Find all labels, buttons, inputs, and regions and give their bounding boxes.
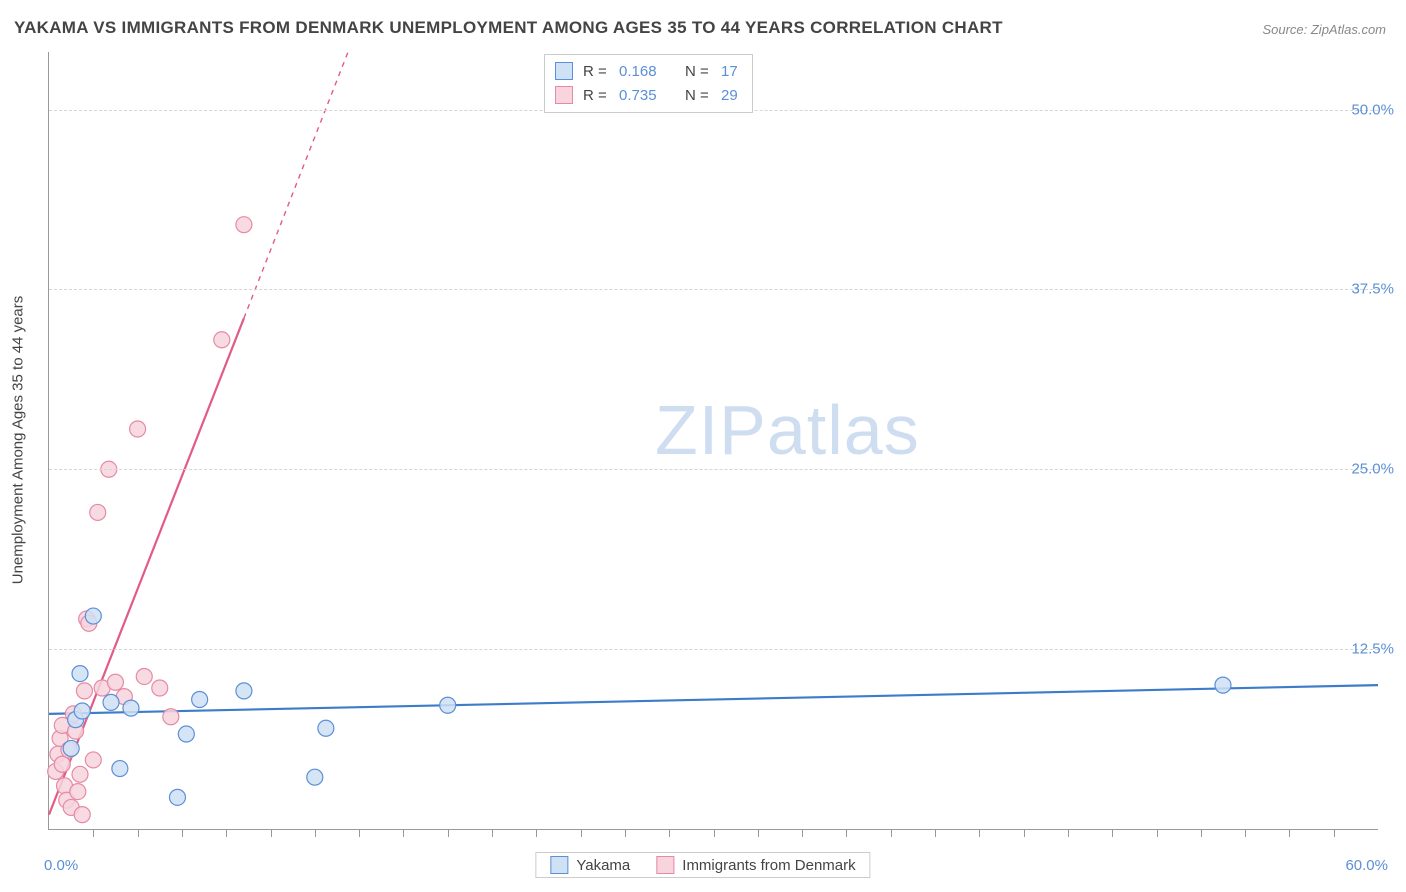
x-tick <box>979 829 980 837</box>
x-tick <box>93 829 94 837</box>
x-tick <box>271 829 272 837</box>
stat-n-label-a: N = <box>685 63 711 80</box>
x-tick <box>226 829 227 837</box>
x-tick <box>1157 829 1158 837</box>
y-tick-label: 12.5% <box>1351 641 1394 658</box>
y-tick-label: 25.0% <box>1351 461 1394 478</box>
stat-r-label-a: R = <box>583 63 609 80</box>
x-tick <box>492 829 493 837</box>
x-tick <box>625 829 626 837</box>
x-tick <box>536 829 537 837</box>
x-tick <box>846 829 847 837</box>
legend-swatch-a <box>550 856 568 874</box>
x-tick <box>1245 829 1246 837</box>
y-tick-label: 50.0% <box>1351 101 1394 118</box>
x-tick <box>758 829 759 837</box>
stat-n-label-b: N = <box>685 87 711 104</box>
gridline-h <box>49 289 1378 290</box>
x-tick <box>581 829 582 837</box>
stat-n-value-b: 29 <box>721 87 738 104</box>
legend-item-a: Yakama <box>550 856 630 874</box>
x-tick <box>315 829 316 837</box>
swatch-a <box>555 62 573 80</box>
legend-item-b: Immigrants from Denmark <box>656 856 855 874</box>
x-tick <box>1334 829 1335 837</box>
x-tick <box>891 829 892 837</box>
x-axis-start-label: 0.0% <box>44 857 78 874</box>
y-tick-label: 37.5% <box>1351 281 1394 298</box>
x-tick <box>1068 829 1069 837</box>
x-tick <box>182 829 183 837</box>
gridline-h <box>49 469 1378 470</box>
x-tick <box>448 829 449 837</box>
x-tick <box>138 829 139 837</box>
x-tick <box>359 829 360 837</box>
x-tick <box>1201 829 1202 837</box>
x-tick <box>802 829 803 837</box>
gridline-h <box>49 649 1378 650</box>
stat-r-value-a: 0.168 <box>619 63 675 80</box>
stats-legend-box: R = 0.168 N = 17 R = 0.735 N = 29 <box>544 54 753 113</box>
chart-svg <box>49 52 1378 829</box>
stat-n-value-a: 17 <box>721 63 738 80</box>
legend-label-b: Immigrants from Denmark <box>682 857 855 874</box>
source-attribution: Source: ZipAtlas.com <box>1262 22 1386 37</box>
legend-label-a: Yakama <box>576 857 630 874</box>
x-tick <box>1024 829 1025 837</box>
legend-swatch-b <box>656 856 674 874</box>
x-axis-end-label: 60.0% <box>1345 857 1388 874</box>
stat-r-label-b: R = <box>583 87 609 104</box>
x-tick <box>669 829 670 837</box>
y-axis-label: Unemployment Among Ages 35 to 44 years <box>10 296 27 585</box>
stats-row-b: R = 0.735 N = 29 <box>555 83 738 107</box>
x-tick <box>403 829 404 837</box>
x-tick <box>1289 829 1290 837</box>
stat-r-value-b: 0.735 <box>619 87 675 104</box>
x-tick <box>1112 829 1113 837</box>
series-legend: Yakama Immigrants from Denmark <box>535 852 870 878</box>
x-tick <box>935 829 936 837</box>
stats-row-a: R = 0.168 N = 17 <box>555 59 738 83</box>
chart-plot-area <box>48 52 1378 830</box>
chart-title: YAKAMA VS IMMIGRANTS FROM DENMARK UNEMPL… <box>14 18 1003 38</box>
x-tick <box>714 829 715 837</box>
swatch-b <box>555 86 573 104</box>
